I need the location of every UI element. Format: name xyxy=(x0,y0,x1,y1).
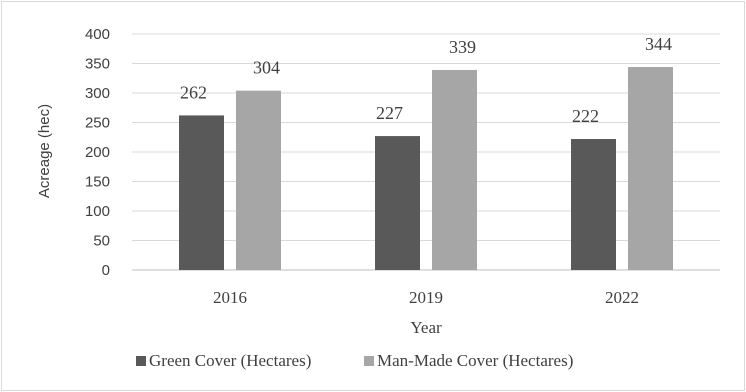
y-tick-label: 300 xyxy=(85,85,110,102)
bar-2022-series-1 xyxy=(571,139,616,270)
data-label: 344 xyxy=(645,34,672,54)
legend-swatch xyxy=(136,356,146,366)
legend-label: Green Cover (Hectares) xyxy=(149,351,311,370)
data-label: 227 xyxy=(376,103,403,123)
y-tick-label: 0 xyxy=(102,262,110,279)
legend-swatch xyxy=(364,356,374,366)
y-axis-title: Acreage (hec) xyxy=(36,104,53,198)
x-axis-ticks: 2016 2019 2022 xyxy=(213,288,639,307)
y-tick-label: 150 xyxy=(85,174,110,191)
y-tick-label: 200 xyxy=(85,144,110,161)
data-label: 222 xyxy=(572,106,599,126)
bar-2019-series-2 xyxy=(432,69,477,271)
bar-2016-series-1 xyxy=(179,115,224,270)
legend-label: Man-Made Cover (Hectares) xyxy=(377,351,573,370)
y-tick-label: 250 xyxy=(85,115,110,132)
x-tick-label: 2019 xyxy=(409,288,443,307)
data-labels: 262 304 227 339 222 344 xyxy=(180,34,672,126)
bars xyxy=(179,67,673,271)
bar-2016-series-2 xyxy=(236,90,281,270)
y-tick-label: 100 xyxy=(85,203,110,220)
legend: Green Cover (Hectares) Man-Made Cover (He… xyxy=(136,351,573,370)
bar-2022-series-2 xyxy=(628,67,673,270)
bar-2019-series-1 xyxy=(375,136,420,270)
gridlines xyxy=(132,33,720,271)
y-tick-label: 350 xyxy=(85,56,110,73)
x-axis-title: Year xyxy=(410,318,442,337)
x-tick-label: 2016 xyxy=(213,288,247,307)
y-axis-ticks: 0 50 100 150 200 250 300 350 400 xyxy=(85,26,110,279)
data-label: 262 xyxy=(180,82,207,102)
data-label: 304 xyxy=(253,58,280,78)
data-label: 339 xyxy=(449,37,476,57)
y-tick-label: 400 xyxy=(85,26,110,43)
y-tick-label: 50 xyxy=(93,233,110,250)
x-tick-label: 2022 xyxy=(605,288,639,307)
